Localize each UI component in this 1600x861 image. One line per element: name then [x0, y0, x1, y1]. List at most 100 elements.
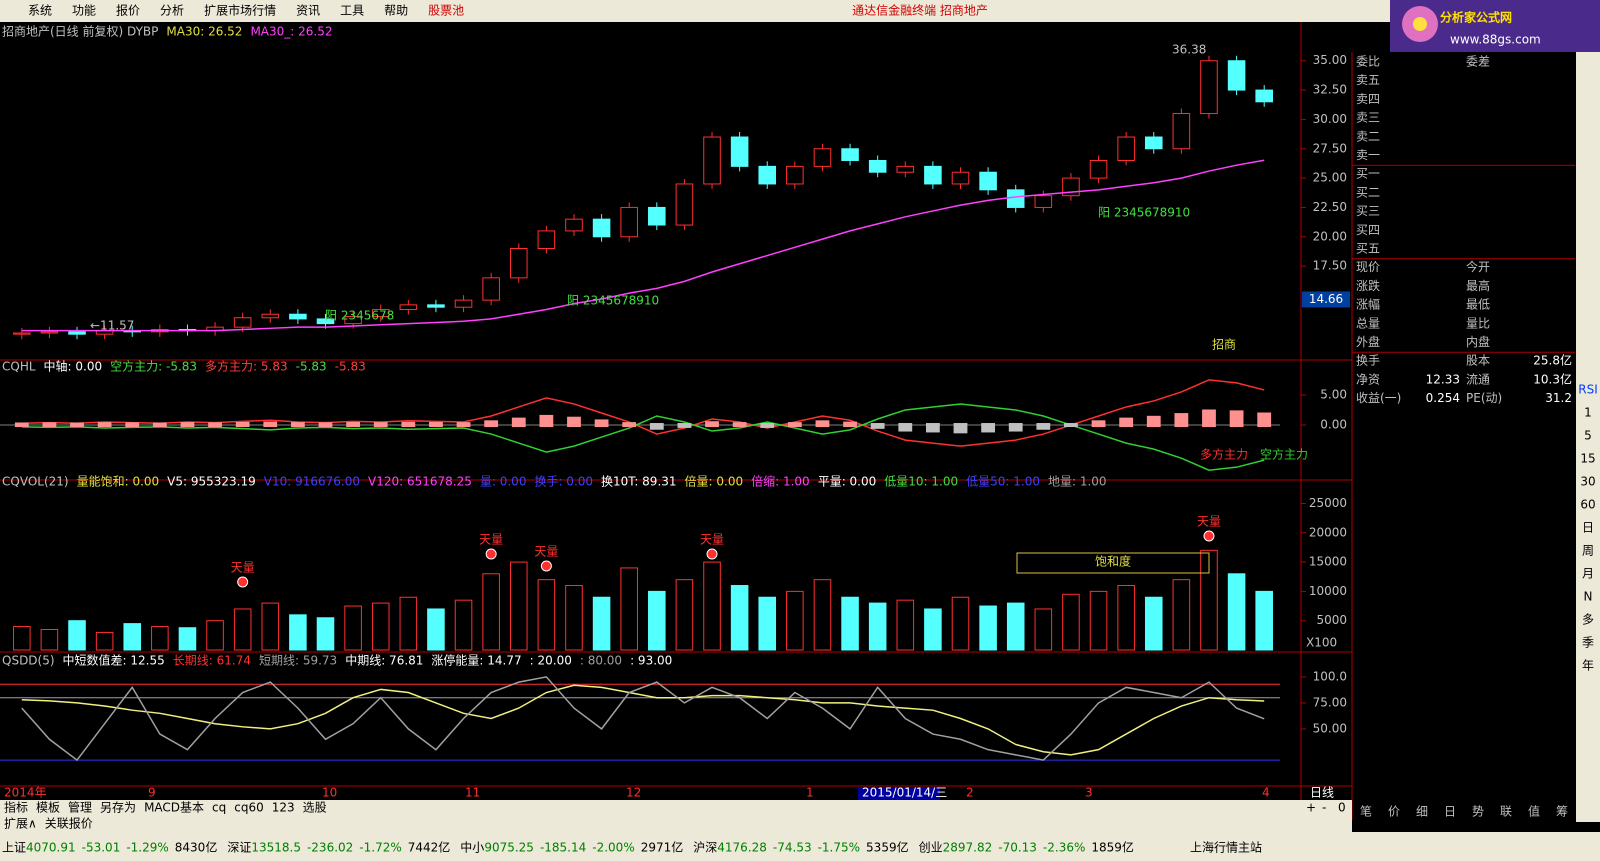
toolbar-item[interactable]: 季 — [1582, 636, 1594, 650]
menu-item[interactable]: 报价 — [116, 3, 140, 18]
menu-item[interactable]: 股票池 — [428, 4, 464, 18]
panel-header: CQVOL(21) — [2, 475, 69, 489]
toolbar-item[interactable]: 30 — [1580, 475, 1595, 489]
current-price: 14.66 — [1309, 292, 1343, 306]
volume-bar — [509, 561, 528, 651]
toolbar-item[interactable]: 1 — [1584, 406, 1592, 420]
tab[interactable]: 另存为 — [100, 801, 136, 815]
toolbar-item[interactable]: 日 — [1582, 521, 1594, 535]
quote-tab[interactable]: 日 — [1444, 805, 1456, 819]
y-tick-label: 100.0 — [1313, 669, 1347, 683]
y-tick-label: 32.50 — [1313, 83, 1347, 97]
toolbar-item[interactable]: 15 — [1580, 452, 1595, 466]
quote-label: 换手 — [1356, 354, 1380, 368]
quote-label: 量比 — [1466, 316, 1490, 330]
quote-label: 买二 — [1356, 185, 1380, 199]
toolbar-bg — [1576, 52, 1600, 822]
volume-bar — [730, 585, 749, 651]
y-tick-label: 20.00 — [1313, 229, 1347, 243]
quote-label: 净资 — [1356, 372, 1380, 386]
zoom-button[interactable]: 0 — [1338, 801, 1346, 815]
menu-item[interactable]: 功能 — [72, 4, 96, 18]
toolbar-item[interactable]: 5 — [1584, 429, 1592, 443]
index-name: 创业 — [919, 841, 943, 855]
toolbar-item[interactable]: N — [1584, 590, 1593, 604]
quote-tab[interactable]: 细 — [1416, 805, 1428, 819]
tab[interactable]: 选股 — [303, 801, 327, 815]
menu-item[interactable]: 帮助 — [384, 4, 408, 18]
menu-item[interactable]: 资讯 — [296, 4, 320, 18]
tab[interactable]: 123 — [272, 801, 295, 815]
quote-value: 31.2 — [1545, 391, 1572, 405]
panel-header: 中轴: 0.00 — [44, 359, 103, 374]
menu-item[interactable]: 系统 — [28, 4, 52, 18]
server: 上海行情主站 — [1190, 840, 1262, 855]
quote-label: 流通 — [1466, 372, 1490, 386]
cqhl-bar — [594, 419, 609, 428]
volume-bar — [648, 590, 666, 651]
toolbar-item[interactable]: 周 — [1582, 544, 1594, 558]
cqhl-bar — [290, 422, 305, 428]
tab[interactable]: cq60 — [234, 801, 263, 815]
quote-label: 外盘 — [1356, 334, 1380, 349]
cqhl-bar — [373, 422, 388, 428]
quote-tab[interactable]: 笔 — [1360, 804, 1372, 819]
menu-item[interactable]: 扩展市场行情 — [204, 3, 276, 18]
quote-tab[interactable]: 价 — [1388, 805, 1400, 819]
candle — [1006, 189, 1025, 208]
tab[interactable]: 管理 — [68, 800, 92, 815]
index-name: 沪深 — [693, 841, 717, 855]
tab[interactable]: MACD基本 — [144, 801, 204, 815]
quote-label: 卖二 — [1356, 129, 1380, 143]
tab[interactable]: 指标 — [4, 800, 28, 815]
price-annotation: 阳 2345678910 — [1098, 206, 1190, 220]
panel-header: V120: 651678.25 — [368, 475, 472, 489]
toolbar-item[interactable]: 60 — [1580, 498, 1595, 512]
y-tick-label: 25000 — [1309, 496, 1347, 510]
volume-bar — [537, 579, 556, 651]
candle — [482, 277, 500, 301]
candle — [233, 317, 252, 328]
candle — [427, 304, 445, 308]
candle — [813, 148, 832, 167]
candle — [951, 171, 970, 185]
quote-label: 卖一 — [1356, 148, 1380, 162]
menu-item[interactable]: 分析 — [160, 4, 184, 18]
volume-bar — [924, 608, 942, 651]
tab[interactable]: 模板 — [36, 801, 60, 815]
date-label: 11 — [465, 786, 480, 800]
sub-tab[interactable]: 扩展∧ — [4, 817, 37, 831]
menu-item[interactable]: 工具 — [340, 4, 364, 18]
quote-tab[interactable]: 势 — [1472, 805, 1484, 819]
y-tick-label: 22.50 — [1313, 200, 1347, 214]
date-label: 2015/01/14/三 — [862, 786, 947, 800]
index-pct: -1.29% — [126, 841, 168, 855]
cqhl-bar — [235, 421, 250, 428]
y-tick-label: 50.00 — [1313, 721, 1347, 735]
candle — [758, 165, 777, 185]
zoom-button[interactable]: - — [1322, 801, 1326, 815]
toolbar-item[interactable]: 年 — [1582, 659, 1594, 673]
cqhl-bar — [180, 422, 195, 428]
volume-bar — [1200, 549, 1218, 651]
index-value: 4070.91 — [26, 841, 76, 855]
vol-annotation: 天量 — [231, 561, 255, 575]
toolbar-item[interactable]: 多 — [1582, 613, 1594, 627]
volume-bar — [979, 605, 997, 651]
panel-header: -5.83 — [335, 360, 366, 374]
panel-header: MA30_: 26.52 — [250, 25, 332, 39]
quote-tab[interactable]: 联 — [1500, 805, 1512, 819]
tab[interactable]: cq — [212, 801, 226, 815]
quote-label: 卖三 — [1356, 111, 1380, 125]
cqhl-bar — [732, 422, 747, 428]
date-label: 12 — [626, 786, 641, 800]
toolbar-item[interactable]: 月 — [1582, 567, 1594, 581]
candle — [454, 299, 473, 308]
index-name: 深证 — [227, 841, 251, 855]
legend: 空方主力 — [1260, 447, 1308, 462]
quote-tab[interactable]: 值 — [1528, 804, 1540, 819]
toolbar-item[interactable]: RSI — [1578, 383, 1598, 397]
sub-tab[interactable]: 关联报价 — [45, 816, 93, 831]
quote-tab[interactable]: 筹 — [1556, 805, 1568, 819]
zoom-button[interactable]: + — [1306, 801, 1316, 815]
